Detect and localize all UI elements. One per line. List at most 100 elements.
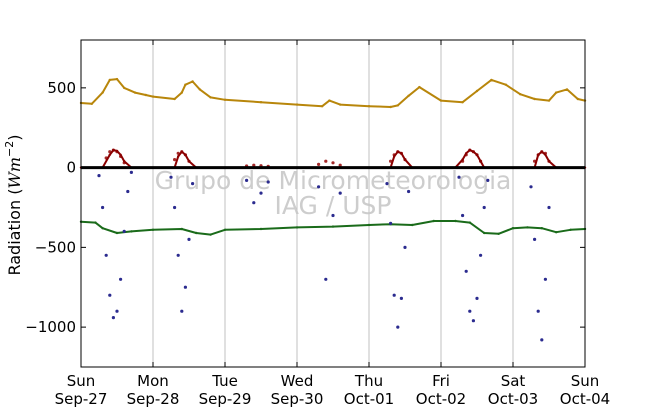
data-point-short_in-14	[183, 285, 187, 289]
data-point-net-25	[465, 152, 468, 155]
watermark-line-1: Grupo de Micrometeorologia	[155, 166, 512, 195]
x-tick-day-0: Sun	[67, 372, 96, 390]
data-point-long_in-3	[108, 78, 112, 82]
x-tick-day-7: Sun	[571, 372, 600, 390]
data-point-short_in-25	[385, 182, 389, 186]
x-tick-day-3: Wed	[281, 372, 314, 390]
data-point-short_in-8	[126, 189, 130, 194]
data-point-long_in-9	[173, 97, 176, 101]
data-point-long_out-8	[209, 233, 212, 236]
data-point-short_in-21	[317, 185, 321, 189]
data-point-long_in-4	[115, 77, 119, 81]
y-axis-label-text: Radiation (	[5, 189, 24, 276]
x-tick-day-6: Sat	[501, 372, 526, 390]
data-point-long_in-18	[321, 105, 324, 108]
data-point-long_in-30	[504, 83, 507, 86]
data-point-short_in-27	[392, 293, 396, 297]
data-point-short_in-23	[331, 213, 335, 218]
data-point-net-3	[112, 148, 115, 152]
data-point-short_in-19	[259, 191, 263, 195]
x-tick-day-2: Tue	[211, 372, 238, 390]
data-point-net-20	[400, 152, 403, 155]
data-point-short_in-1	[101, 205, 105, 210]
x-tick-date-7: Oct-04	[560, 390, 610, 408]
data-point-long_out-21	[511, 227, 515, 230]
data-point-short_in-46	[547, 205, 551, 210]
data-point-short_in-29	[399, 296, 403, 300]
data-point-net-28	[475, 153, 479, 156]
data-point-long_in-14	[209, 96, 212, 99]
data-point-short_in-44	[540, 338, 544, 342]
data-point-net-33	[540, 150, 543, 153]
data-point-short_in-36	[471, 319, 475, 323]
y-tick-label-0: 500	[47, 79, 76, 97]
data-point-long_out-19	[483, 231, 486, 235]
data-point-short_in-0	[97, 174, 101, 178]
data-point-long_in-29	[490, 78, 493, 82]
data-point-short_in-31	[407, 189, 411, 194]
x-tick-day-1: Mon	[137, 372, 169, 390]
x-tick-date-0: Sep-27	[55, 390, 108, 408]
data-point-long_in-6	[133, 91, 137, 94]
series-long_out	[79, 219, 587, 236]
data-point-short_out-15	[317, 162, 321, 166]
data-point-short_in-33	[461, 213, 465, 218]
y-tick-label-1: 0	[66, 159, 76, 177]
data-point-long_in-22	[389, 105, 392, 109]
data-point-long_in-19	[328, 99, 331, 102]
data-point-net-35	[547, 160, 551, 163]
data-point-short_in-35	[468, 309, 472, 313]
data-point-long_in-5	[123, 86, 126, 90]
data-point-short_out-12	[252, 163, 256, 167]
data-point-short_out-18	[338, 163, 342, 167]
data-point-long_out-6	[180, 227, 183, 231]
data-point-short_in-10	[169, 175, 173, 179]
data-point-long_in-15	[223, 98, 227, 102]
data-point-short_in-34	[464, 269, 468, 273]
data-point-long_in-27	[461, 101, 464, 104]
data-point-net-32	[537, 153, 540, 156]
data-point-short_out-16	[324, 159, 328, 163]
data-point-short_in-16	[191, 182, 195, 186]
data-point-long_out-12	[331, 225, 335, 228]
data-point-net-10	[177, 155, 180, 158]
data-point-long_in-24	[407, 94, 410, 98]
data-point-short_in-24	[338, 191, 342, 195]
y-tick-label-3: −1000	[25, 318, 76, 336]
data-point-short_in-3	[108, 293, 112, 297]
y-axis-label-exponent: −2	[3, 141, 16, 157]
data-point-long_in-35	[565, 88, 569, 91]
data-point-net-19	[396, 150, 399, 153]
data-point-long_in-16	[259, 101, 263, 104]
x-tick-date-3: Sep-30	[271, 390, 324, 408]
y-axis-label: Radiation (Wm−2)	[3, 134, 24, 275]
data-point-long_in-13	[198, 88, 201, 91]
data-point-long_out-10	[259, 227, 263, 231]
data-point-long_out-7	[195, 231, 198, 235]
data-point-long_out-23	[540, 227, 543, 230]
data-point-net-29	[479, 160, 482, 163]
data-point-long_in-2	[101, 91, 104, 94]
data-point-short_in-38	[479, 253, 483, 257]
series-short_in	[97, 170, 551, 342]
data-point-net-11	[180, 150, 183, 153]
data-point-short_in-15	[187, 237, 191, 241]
data-point-net-18	[393, 155, 396, 158]
data-point-short_in-6	[119, 277, 123, 281]
data-point-short_in-20	[266, 180, 270, 184]
watermark: Grupo de Micrometeorologia IAG / USP	[155, 166, 512, 220]
x-tick-date-5: Oct-02	[416, 390, 466, 408]
data-point-net-21	[403, 158, 407, 161]
data-point-net-2	[108, 153, 112, 156]
x-tick-date-2: Sep-29	[199, 390, 252, 408]
data-point-long_out-9	[223, 228, 227, 231]
data-point-net-26	[468, 148, 471, 152]
data-point-long_in-20	[339, 103, 342, 106]
data-point-net-4	[115, 149, 119, 153]
data-point-long_out-17	[454, 219, 457, 223]
axis-ticks: 5000−500−1000SunSep-27MonSep-28TueSep-29…	[25, 40, 610, 408]
data-point-short_in-39	[482, 205, 486, 210]
series-line-long_in	[80, 78, 586, 108]
data-point-short_in-37	[475, 296, 479, 300]
data-point-short_in-18	[252, 201, 256, 205]
